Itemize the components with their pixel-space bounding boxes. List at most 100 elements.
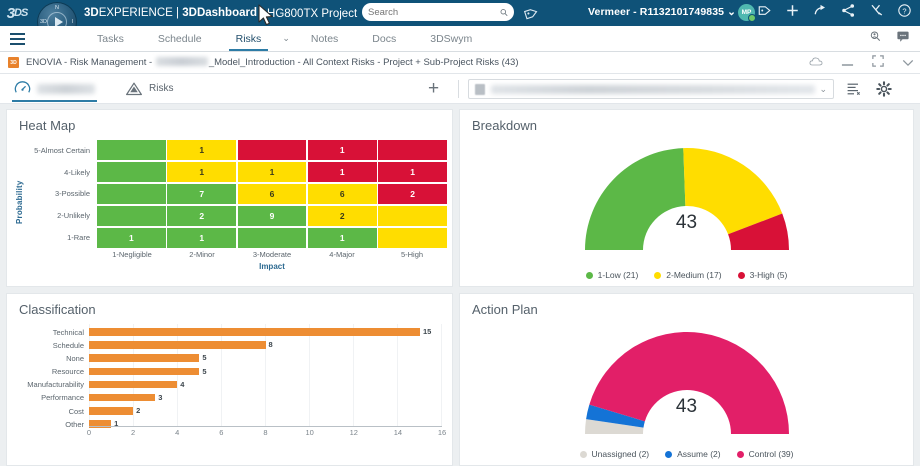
heatmap-cell[interactable]: 1 [237,161,307,183]
project-selector[interactable]: HG800TX Project ⌄ [267,6,370,20]
heatmap-cell[interactable]: 1 [307,140,377,161]
tab-tasks[interactable]: Tasks [80,26,141,51]
classification-gridline [265,324,309,426]
tools-icon[interactable] [869,3,884,23]
widget-tab-dashboard[interactable] [8,74,101,104]
bookmark-icon[interactable] [757,3,772,23]
cloud-icon[interactable] [809,54,823,72]
classification-bar-row[interactable]: Resource 5 [7,366,442,378]
classification-bar-row[interactable]: Other 1 [7,418,442,430]
add-icon[interactable] [785,3,800,23]
heatmap-cell[interactable]: 9 [237,205,307,227]
classification-bar-row[interactable]: None 5 [7,352,442,364]
chevron-down-icon[interactable]: ⌄ [819,83,827,94]
brand-experience: EXPERIENCE [98,7,173,19]
classification-bar[interactable] [89,420,112,428]
classification-bar-track: 1 [89,418,442,430]
compass-play-triangle [55,17,63,27]
heatmap-cell[interactable]: 6 [237,183,307,205]
heatmap-cell[interactable] [97,161,166,183]
3ds-logo-icon[interactable]: 3 DS [6,4,29,22]
help-icon[interactable]: ? [897,3,912,23]
heatmap-cell[interactable] [97,183,166,205]
avatar[interactable]: MP [738,4,756,22]
context-selector-dropdown[interactable]: ⌄ [468,79,834,99]
breakdown-slice-1[interactable] [682,148,782,235]
add-widget-button[interactable]: + [428,78,440,99]
heatmap-cell[interactable]: 1 [378,161,447,183]
search-box[interactable] [362,3,514,21]
tab-3dswym[interactable]: 3DSwym [413,26,489,51]
breakdown-slice-0[interactable] [584,148,685,250]
chevron-down-icon[interactable] [902,54,914,72]
actionplan-legend-item[interactable]: Unassigned (2) [579,449,649,459]
comment-icon[interactable] [896,30,910,48]
heatmap-cell[interactable]: 1 [167,161,237,183]
classification-bar-row[interactable]: Technical 15 [7,326,442,338]
minimize-icon[interactable] [841,54,854,72]
widget-tab-risks[interactable]: Risks [119,74,179,104]
heatmap-cell[interactable] [378,205,447,227]
expand-icon[interactable] [872,54,884,72]
search-user-icon[interactable] [869,30,882,48]
share-network-icon[interactable] [841,3,856,23]
heatmap-cell[interactable] [97,140,166,161]
breakdown-legend-item[interactable]: 2-Medium (17) [654,270,722,280]
classification-bar-row[interactable]: Cost 2 [7,405,442,417]
compass-east-label: I [71,19,73,25]
heatmap-cell[interactable]: 2 [167,205,237,227]
heatmap-cell[interactable] [237,227,307,248]
breakdown-slice-2[interactable] [727,213,789,250]
classification-bar-label: Schedule [52,340,84,350]
search-icon[interactable] [500,7,508,18]
settings-gear-icon[interactable] [876,81,892,102]
heatmap-cell[interactable] [378,227,447,248]
hamburger-menu-icon[interactable] [0,32,34,45]
actionplan-legend-item[interactable]: Assume (2) [665,449,721,459]
classification-bar-row[interactable]: Schedule 8 [7,339,442,351]
classification-bar[interactable] [89,380,178,389]
actionplan-slice-2[interactable] [588,331,789,434]
filter-list-icon[interactable] [846,81,862,102]
heatmap-cell[interactable]: 2 [378,183,447,205]
tab-schedule[interactable]: Schedule [141,26,219,51]
heatmap-y-cat-0: 5-Almost Certain [34,146,90,156]
classification-bar[interactable] [89,367,200,376]
classification-bar-row[interactable]: Manufacturability 4 [7,379,442,391]
breakdown-legend-item[interactable]: 1-Low (21) [585,270,638,280]
actionplan-slice-1[interactable] [585,404,645,428]
heatmap-cell[interactable] [97,205,166,227]
heatmap-cell[interactable]: 1 [167,227,237,248]
actionplan-legend-item[interactable]: Control (39) [736,449,794,459]
tag-icon[interactable] [523,5,539,25]
classification-bar-row[interactable]: Performance 3 [7,392,442,404]
classification-bar[interactable] [89,328,420,336]
heatmap-cell[interactable]: 1 [307,161,377,183]
breakdown-legend-item[interactable]: 3-High (5) [737,270,787,280]
heatmap-cell[interactable]: 1 [307,227,377,248]
heatmap-cell[interactable]: 2 [307,205,377,227]
tab-tasks-label: Tasks [97,32,124,45]
actionplan-slice-0[interactable] [584,419,643,434]
heatmap-cell[interactable] [378,140,447,161]
nav-tab-list: Tasks Schedule Risks ⌄ Notes Docs 3DSwym [80,26,489,51]
share-arrow-icon[interactable] [813,3,828,23]
user-account-selector[interactable]: Vermeer - R1132101749835 ⌄ [588,6,736,18]
heatmap-cell[interactable]: 6 [307,183,377,205]
heatmap-cell[interactable]: 1 [97,227,166,248]
chevron-down-icon[interactable]: ⌄ [282,33,290,43]
tab-notes[interactable]: Notes [294,26,355,51]
tab-risks[interactable]: Risks [219,26,279,51]
heatmap-y-categories: 5-Almost Certain 4-Likely 3-Possible 2-Unli… [25,140,95,248]
classification-bar[interactable] [89,407,134,415]
classification-bar[interactable] [89,341,266,349]
heatmap-cell[interactable]: 7 [167,183,237,205]
heatmap-x-cat-2: 3-Moderate [252,250,292,259]
classification-bar[interactable] [89,393,156,402]
search-input[interactable] [368,6,500,18]
classification-bar[interactable] [89,354,200,362]
heatmap-y-axis-label: Probability [15,180,24,224]
heatmap-cell[interactable] [237,140,307,161]
heatmap-cell[interactable]: 1 [167,140,237,161]
tab-docs[interactable]: Docs [355,26,413,51]
